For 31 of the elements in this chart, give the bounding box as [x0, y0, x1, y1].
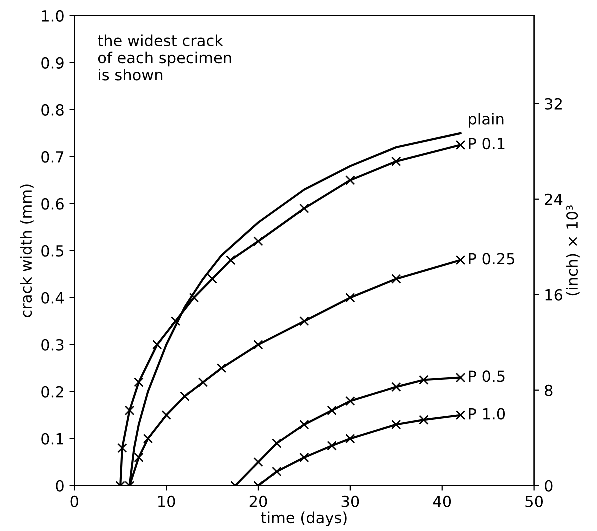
y-tick-label: 0.3: [42, 339, 64, 351]
x-tick-label: 20: [250, 496, 268, 508]
series-label: P 0.25: [469, 253, 514, 265]
y2-axis-title: (inch) × 10³: [566, 206, 580, 296]
series-label: P 0.5: [469, 370, 505, 382]
y-tick-label: 0.5: [42, 245, 64, 257]
y-tick-label: 0.6: [42, 198, 64, 210]
x-tick-label: 10: [158, 496, 176, 508]
y-tick-label: 0: [56, 480, 64, 492]
y-tick-label: 0.7: [42, 151, 64, 163]
y2-tick-label: 16: [546, 289, 563, 301]
y-tick-label: 0.1: [42, 433, 64, 445]
series-label: P 1.0: [469, 408, 506, 420]
x-tick-label: 30: [342, 496, 360, 508]
x-tick-label: 0: [70, 496, 78, 508]
x-tick-label: 40: [433, 496, 452, 508]
x-axis-title: time (days): [261, 512, 347, 527]
y-tick-label: 0.8: [42, 104, 64, 116]
y-tick-label: 0.4: [42, 292, 64, 304]
y2-tick-label: 0: [545, 480, 553, 492]
series-label: P 0.1: [469, 138, 505, 150]
y2-tick-label: 32: [545, 98, 562, 110]
y-tick-label: 0.2: [42, 386, 64, 398]
series-label: plain: [469, 113, 504, 128]
y2-tick-label: 8: [545, 384, 553, 396]
x-tick-label: 50: [526, 496, 544, 508]
y-tick-label: 1.0: [42, 10, 64, 22]
annotation: the widest crack of each specimen is shown: [98, 34, 232, 81]
y2-tick-label: 24: [545, 194, 563, 206]
y-axis-title: crack width (mm): [20, 184, 34, 318]
y-tick-label: 0.9: [42, 57, 64, 69]
